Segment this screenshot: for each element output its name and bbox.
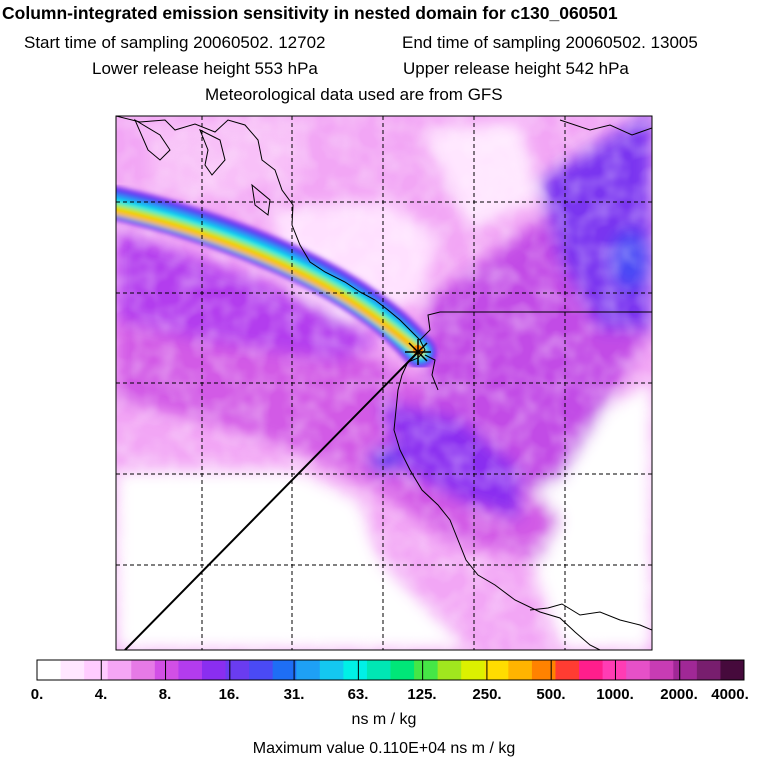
colorbar-tick: 16. <box>218 686 240 703</box>
colorbar-tick: 31. <box>283 686 305 703</box>
colorbar-tick: 500. <box>536 686 566 703</box>
colorbar-tick: 2000. <box>660 686 698 703</box>
flight-track <box>124 351 419 650</box>
upper-height-label: Upper release height 542 hPa <box>403 59 629 78</box>
west-coastline <box>116 116 601 650</box>
map-field <box>116 116 652 650</box>
bay-outline <box>133 118 171 161</box>
gulf-outline <box>251 183 271 216</box>
colorbar-tick: 0. <box>30 686 44 703</box>
colorbar-tick: 1000. <box>596 686 634 703</box>
plume-band-7 <box>116 210 422 354</box>
colorbar-tick: 4. <box>94 686 108 703</box>
plume <box>116 186 437 369</box>
met-data-label: Meteorological data used are from GFS <box>205 85 503 104</box>
page-title: Column-integrated emission sensitivity i… <box>2 3 618 23</box>
colorbar-tick: 4000. <box>711 686 749 703</box>
max-value-label: Maximum value 0.110E+04 ns m / kg <box>252 740 516 757</box>
colorbar-tick: 63. <box>347 686 369 703</box>
start-time-label: Start time of sampling 20060502. 12702 <box>24 33 326 52</box>
colorbar-tick: 250. <box>472 686 502 703</box>
border-north <box>419 311 652 341</box>
receptor-marker <box>405 339 431 365</box>
end-time-label: End time of sampling 20060502. 13005 <box>402 33 698 52</box>
north-coast <box>559 119 652 136</box>
coastlines <box>116 116 652 650</box>
colorbar-tick: 125. <box>407 686 437 703</box>
lower-height-label: Lower release height 553 hPa <box>92 59 318 78</box>
map-frame <box>115 115 653 651</box>
colorbar-units: ns m / kg <box>351 711 417 728</box>
island-outline <box>199 128 226 176</box>
border-south <box>529 603 652 631</box>
colorbar-tick: 8. <box>158 686 172 703</box>
graticule <box>116 116 652 650</box>
